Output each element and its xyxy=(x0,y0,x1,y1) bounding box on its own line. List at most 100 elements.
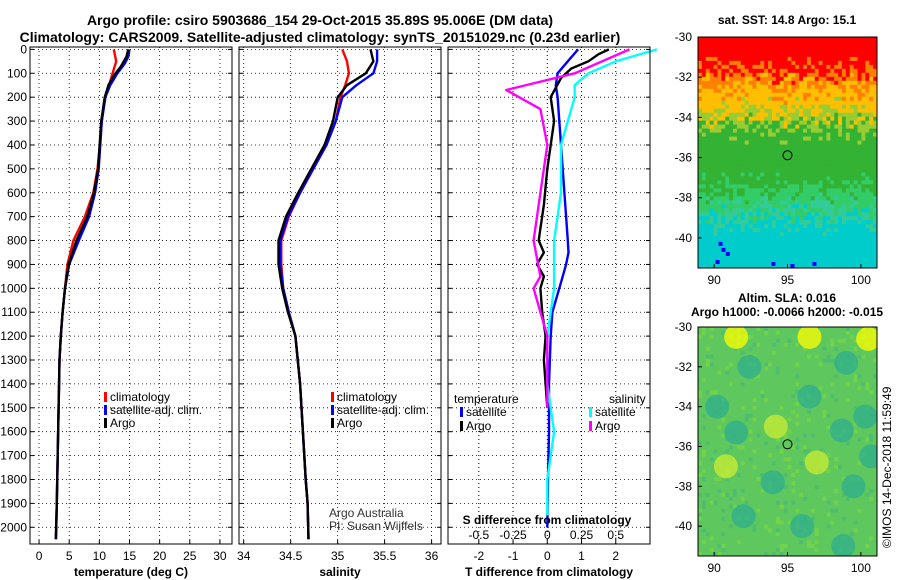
map-cell xyxy=(830,252,835,257)
map-cell xyxy=(709,72,714,78)
map-cell xyxy=(806,96,812,102)
map-cell xyxy=(760,124,765,130)
map-cell xyxy=(733,390,738,395)
map-cell xyxy=(771,461,777,466)
map-cell xyxy=(744,180,749,185)
map-cell xyxy=(736,244,742,249)
map-cell xyxy=(768,100,773,106)
map-cell xyxy=(841,413,847,419)
map-cell xyxy=(748,180,753,185)
map-cell xyxy=(822,184,827,189)
map-cell xyxy=(853,386,858,391)
map-cell xyxy=(853,370,858,375)
map-cell xyxy=(760,120,765,126)
map-cell xyxy=(721,144,726,149)
map-cell xyxy=(713,188,718,193)
map-cell xyxy=(771,441,777,446)
map-cell xyxy=(713,244,718,249)
map-cell xyxy=(705,212,711,217)
map-cell xyxy=(748,473,753,478)
map-cell xyxy=(853,132,858,137)
map-cell xyxy=(795,72,800,78)
map-cell xyxy=(733,188,738,193)
map-cell xyxy=(736,52,742,58)
map-cell xyxy=(826,108,831,114)
map-cell xyxy=(698,469,703,474)
map-cell xyxy=(779,232,785,237)
map-cell xyxy=(701,236,707,241)
map-cell xyxy=(771,492,777,498)
legend-label: Argo xyxy=(595,419,621,433)
map-cell xyxy=(861,92,866,98)
map-cell xyxy=(775,180,781,185)
map-cell xyxy=(845,386,851,391)
map-cell xyxy=(857,220,862,225)
map-cell xyxy=(826,148,831,153)
map-cell xyxy=(717,80,722,86)
map-cell xyxy=(818,160,823,165)
map-cell xyxy=(744,80,749,86)
map-cell xyxy=(764,188,769,193)
map-cell xyxy=(787,394,792,399)
map-cell xyxy=(736,48,742,54)
map-cell xyxy=(861,68,866,74)
map-cell xyxy=(740,441,746,446)
map-cell xyxy=(717,445,722,450)
map-cell xyxy=(764,152,769,157)
legend-swatch xyxy=(589,407,592,417)
map-cell xyxy=(725,44,730,50)
map-cell xyxy=(775,200,781,205)
map-cell xyxy=(698,40,703,46)
map-cell xyxy=(736,477,742,482)
map-cell xyxy=(857,40,862,46)
map-cell xyxy=(771,358,777,363)
map-cell xyxy=(841,196,847,201)
map-cell xyxy=(814,208,820,213)
map-cell xyxy=(701,252,707,257)
map-cell xyxy=(818,112,823,118)
map-cell xyxy=(806,180,812,185)
map-cell xyxy=(791,386,796,391)
map-cell xyxy=(873,120,877,126)
map-cell xyxy=(791,196,796,201)
map-cell xyxy=(838,445,843,450)
map-cell xyxy=(838,116,843,122)
map-cell xyxy=(873,252,877,257)
map-cell xyxy=(838,148,843,153)
map-cell xyxy=(795,84,800,90)
map-cell xyxy=(826,362,831,367)
map-cell xyxy=(760,148,765,153)
map-cell xyxy=(756,60,761,66)
map-cell xyxy=(752,156,757,161)
map-cell xyxy=(725,477,730,482)
map-cell xyxy=(736,120,742,126)
map-cell xyxy=(795,96,800,102)
map-cell xyxy=(841,104,847,110)
map-cell xyxy=(725,346,730,352)
map-cell xyxy=(845,128,851,133)
map-cell xyxy=(869,40,874,46)
map-cell xyxy=(791,124,796,130)
map-cell xyxy=(717,100,722,106)
map-cell xyxy=(717,208,722,213)
map-cell xyxy=(818,260,823,265)
map-cell xyxy=(791,437,796,442)
map-cell xyxy=(764,196,769,201)
map-cell xyxy=(814,60,820,66)
map-cell xyxy=(779,212,785,217)
map-cell xyxy=(775,382,781,387)
map-cell xyxy=(806,168,812,173)
map-cell xyxy=(744,192,749,197)
map-cell xyxy=(795,433,800,438)
map-cell xyxy=(717,488,722,494)
map-cell xyxy=(841,208,847,213)
map-cell xyxy=(869,362,874,367)
map-cell xyxy=(698,457,703,462)
map-cell xyxy=(771,256,777,261)
map-cell xyxy=(838,48,843,54)
map-cell xyxy=(841,108,847,114)
map-cell xyxy=(740,72,746,78)
map-cell xyxy=(771,236,777,241)
map-cell xyxy=(701,156,707,161)
map-cell xyxy=(873,52,877,58)
